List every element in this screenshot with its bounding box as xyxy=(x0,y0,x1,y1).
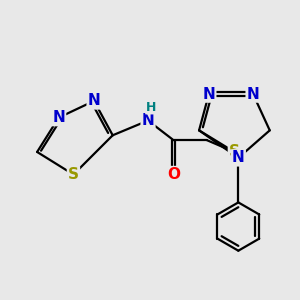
Text: N: N xyxy=(88,93,100,108)
Text: N: N xyxy=(247,87,260,102)
Text: S: S xyxy=(229,145,240,160)
Text: S: S xyxy=(68,167,79,182)
Text: N: N xyxy=(232,150,245,165)
Text: H: H xyxy=(146,101,156,114)
Text: N: N xyxy=(202,87,215,102)
Text: N: N xyxy=(142,113,154,128)
Text: O: O xyxy=(167,167,180,182)
Text: N: N xyxy=(52,110,65,125)
